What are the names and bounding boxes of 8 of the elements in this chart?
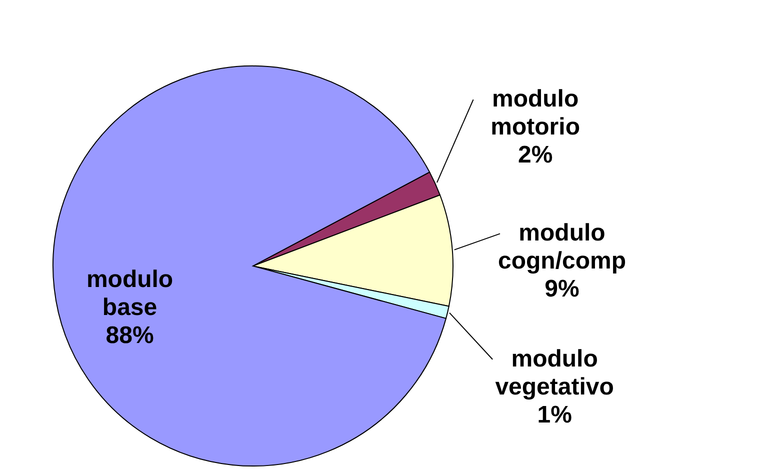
data-label: 2%	[518, 142, 553, 169]
data-label: 88%	[106, 322, 154, 349]
slice-label: modulo base	[86, 266, 174, 321]
data-label: 1%	[537, 401, 572, 428]
slice-label: modulo motorio	[490, 86, 580, 141]
slice-label: modulo vegetativo	[495, 345, 614, 400]
slice-label: modulo cogn/comp	[498, 220, 626, 275]
data-label: 9%	[544, 276, 580, 303]
